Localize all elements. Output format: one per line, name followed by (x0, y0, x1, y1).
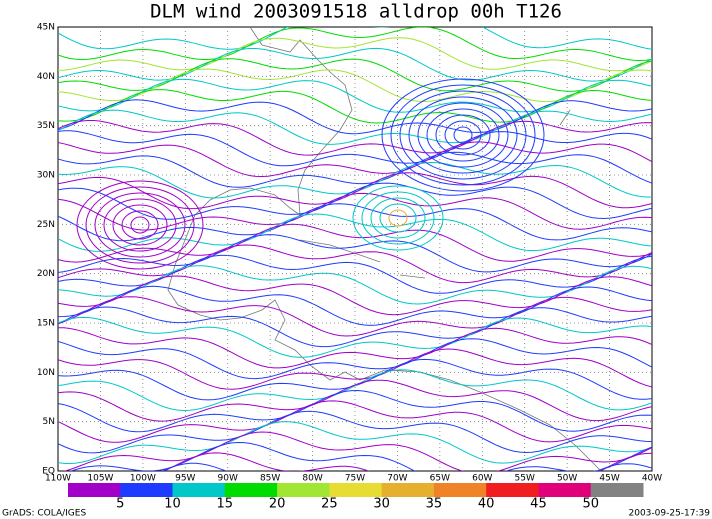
lat-label: 5N (43, 417, 55, 427)
lat-label: 25N (37, 220, 55, 230)
lat-label: 20N (37, 269, 55, 279)
colorbar-swatch (277, 483, 330, 497)
lat-label: 35N (37, 121, 55, 131)
colorbar-swatch (382, 483, 435, 497)
lat-label: 10N (37, 368, 55, 378)
colorbar-label: 10 (164, 497, 181, 512)
colorbar-swatch (329, 483, 382, 497)
lon-label: 40W (642, 474, 662, 484)
lon-label: 60W (472, 474, 492, 484)
colorbar-label: 25 (321, 497, 338, 512)
lat-label: 30N (37, 171, 55, 181)
colorbar-swatch (434, 483, 487, 497)
lon-label: 105W (87, 474, 113, 484)
lon-label: 70W (387, 474, 407, 484)
lon-label: 90W (218, 474, 238, 484)
colorbar-swatch (225, 483, 278, 497)
colorbar-swatch (173, 483, 226, 497)
lon-label: 85W (260, 474, 280, 484)
lat-label: 40N (37, 72, 55, 82)
lon-label: 80W (302, 474, 322, 484)
map-figure: DLM wind 2003091518 alldrop 00h T126 5 10… (0, 0, 712, 519)
colorbar-label: 5 (116, 497, 124, 512)
colorbar-label: 15 (217, 497, 234, 512)
lon-label: 50W (557, 474, 577, 484)
lat-label: 45N (37, 23, 55, 33)
colorbar-swatch (591, 483, 644, 497)
colorbar-label: 50 (582, 497, 599, 512)
colorbar: 5 10 15 20 25 30 35 40 45 50 (68, 483, 644, 512)
colorbar-label: 35 (426, 497, 443, 512)
lon-label: 95W (175, 474, 195, 484)
lon-label: 65W (430, 474, 450, 484)
lon-label: 45W (599, 474, 619, 484)
colorbar-label: 45 (530, 497, 547, 512)
lon-label: 100W (130, 474, 156, 484)
footer-left: GrADS: COLA/IGES (2, 509, 86, 519)
colorbar-swatch (538, 483, 591, 497)
map-panel (58, 16, 652, 505)
footer-right: 2003-09-25-17:39 (629, 509, 711, 519)
colorbar-swatch (486, 483, 539, 497)
title: DLM wind 2003091518 alldrop 00h T126 (150, 1, 562, 23)
lon-label: 75W (345, 474, 365, 484)
colorbar-swatch (68, 483, 121, 497)
colorbar-label: 20 (269, 497, 286, 512)
colorbar-label: 40 (478, 497, 495, 512)
colorbar-label: 30 (373, 497, 390, 512)
colorbar-swatch (120, 483, 173, 497)
lon-label: 110W (45, 474, 71, 484)
lon-label: 55W (515, 474, 535, 484)
lat-label: 15N (37, 319, 55, 329)
